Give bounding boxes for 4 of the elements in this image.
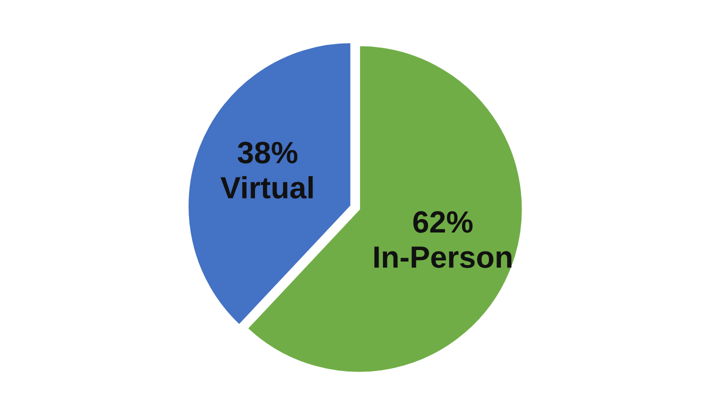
slice-label: In-Person bbox=[374, 246, 512, 268]
slice-label: Virtual bbox=[220, 176, 313, 199]
data-label: 38% bbox=[238, 142, 298, 164]
data-label: 62% bbox=[413, 211, 473, 233]
